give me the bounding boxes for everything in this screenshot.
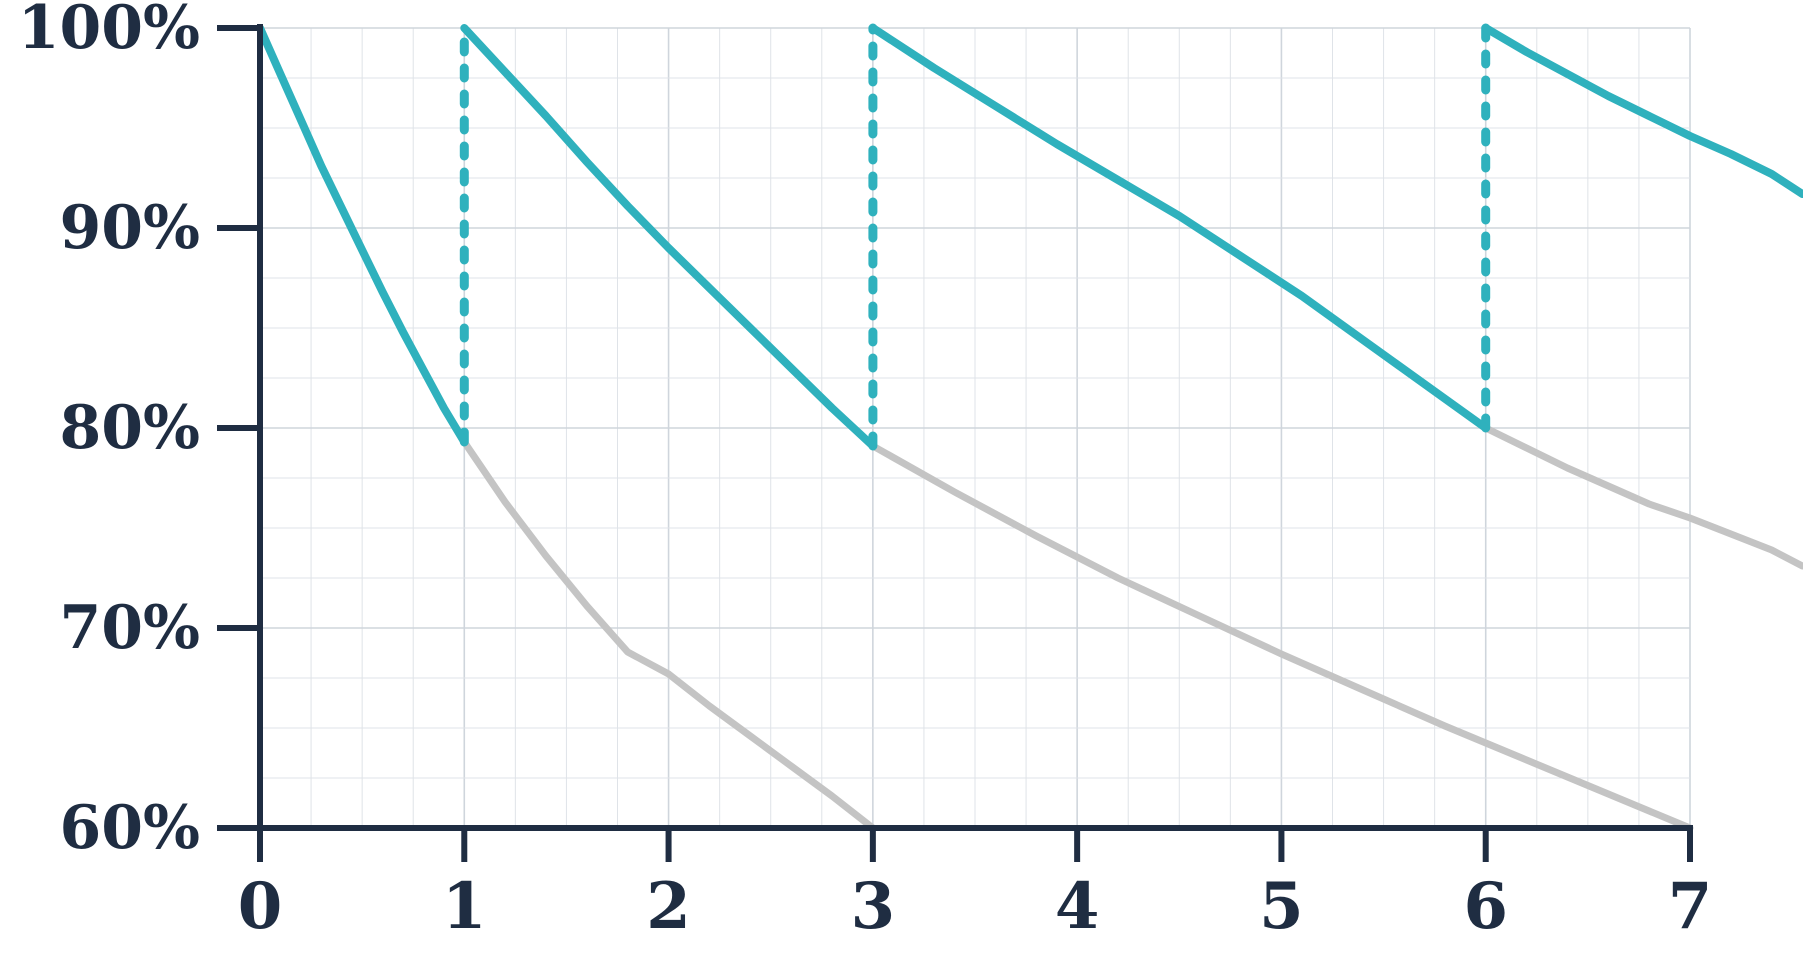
y-tick-label: 90% xyxy=(59,193,200,263)
y-tick-label: 80% xyxy=(59,393,200,463)
axes: 60% 70% 80% 90% 100% 0 1 2 3 4 5 6 7 xyxy=(18,0,1713,944)
x-tick-label: 7 xyxy=(1668,869,1713,944)
x-tick-label: 2 xyxy=(646,869,691,944)
x-tick-label: 5 xyxy=(1259,869,1304,944)
decay-curve xyxy=(1482,424,1803,570)
active-curve xyxy=(260,24,469,446)
decay-curve xyxy=(460,438,877,830)
active-curve xyxy=(460,24,877,450)
decay-curve xyxy=(869,442,1694,830)
x-tick-label: 6 xyxy=(1463,869,1508,944)
y-tick-label: 70% xyxy=(59,593,200,663)
x-tick-label: 3 xyxy=(851,869,896,944)
y-tick-label: 100% xyxy=(18,0,200,63)
plot-area xyxy=(260,23,1803,830)
grid xyxy=(259,27,1691,829)
y-tick-label: 60% xyxy=(59,793,200,863)
active-curve xyxy=(1481,24,1803,198)
active-curve xyxy=(868,24,1490,432)
x-tick-label: 0 xyxy=(238,869,283,944)
x-tick-label: 1 xyxy=(442,869,487,944)
x-tick-label: 4 xyxy=(1055,869,1100,944)
